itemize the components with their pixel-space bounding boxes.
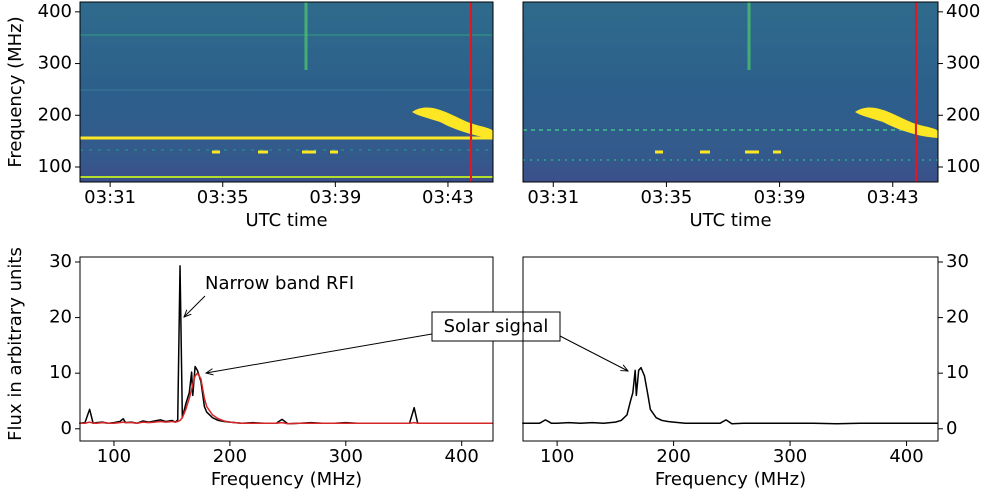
y-tick-label: 400	[946, 1, 980, 22]
y-tick-label: 10	[946, 362, 969, 383]
y-tick-label: 10	[49, 362, 72, 383]
annotation-box	[431, 311, 561, 342]
annotation: Narrow band RFI	[205, 273, 354, 294]
plot-frame	[79, 256, 494, 442]
annotation-arrows	[184, 295, 628, 373]
x-axis-label: UTC time	[245, 210, 327, 231]
x-axis-label: Frequency (MHz)	[655, 469, 806, 490]
x-tick-label: 200	[213, 446, 247, 467]
spectrum-line	[79, 372, 493, 425]
x-tick-label: 03:35	[640, 187, 692, 208]
spectrum-line	[522, 366, 938, 425]
x-tick-label: 400	[445, 446, 479, 467]
x-tick-label: 03:31	[84, 187, 136, 208]
x-tick-label: 400	[889, 446, 923, 467]
x-tick-label: 200	[656, 446, 690, 467]
x-tick-label: 03:39	[309, 187, 361, 208]
y-tick-label: 30	[49, 251, 72, 272]
y-tick-label: 20	[946, 307, 969, 328]
y-tick-label: 100	[946, 156, 980, 177]
plot-frame	[79, 1, 494, 183]
y-tick-label: 100	[38, 156, 72, 177]
y-tick-label: 0	[61, 418, 72, 439]
plot-frame	[522, 256, 939, 442]
x-tick-label: 300	[329, 446, 363, 467]
y-tick-label: 30	[946, 251, 969, 272]
x-tick-label: 03:35	[197, 187, 249, 208]
annotation: Solar signal	[444, 316, 549, 337]
x-tick-label: 03:39	[754, 187, 806, 208]
y-tick-label: 300	[946, 53, 980, 74]
spectrogram-image	[80, 2, 938, 182]
x-tick-label: 03:43	[867, 187, 919, 208]
y-tick-label: 20	[49, 307, 72, 328]
y-tick-label: 300	[38, 53, 72, 74]
x-tick-label: 03:43	[422, 187, 474, 208]
x-tick-label: 03:31	[527, 187, 579, 208]
x-axis-label: Frequency (MHz)	[211, 469, 362, 490]
plot-frame	[522, 1, 939, 183]
y-tick-label: 0	[946, 418, 957, 439]
x-tick-label: 100	[540, 446, 574, 467]
y-axis-label: Frequency (MHz)	[5, 16, 26, 167]
y-tick-label: 400	[38, 1, 72, 22]
x-tick-label: 100	[97, 446, 131, 467]
x-tick-label: 300	[773, 446, 807, 467]
y-tick-label: 200	[946, 104, 980, 125]
y-tick-label: 200	[38, 104, 72, 125]
x-axis-label: UTC time	[689, 210, 771, 231]
y-axis-label: Flux in arbitrary units	[5, 247, 26, 441]
